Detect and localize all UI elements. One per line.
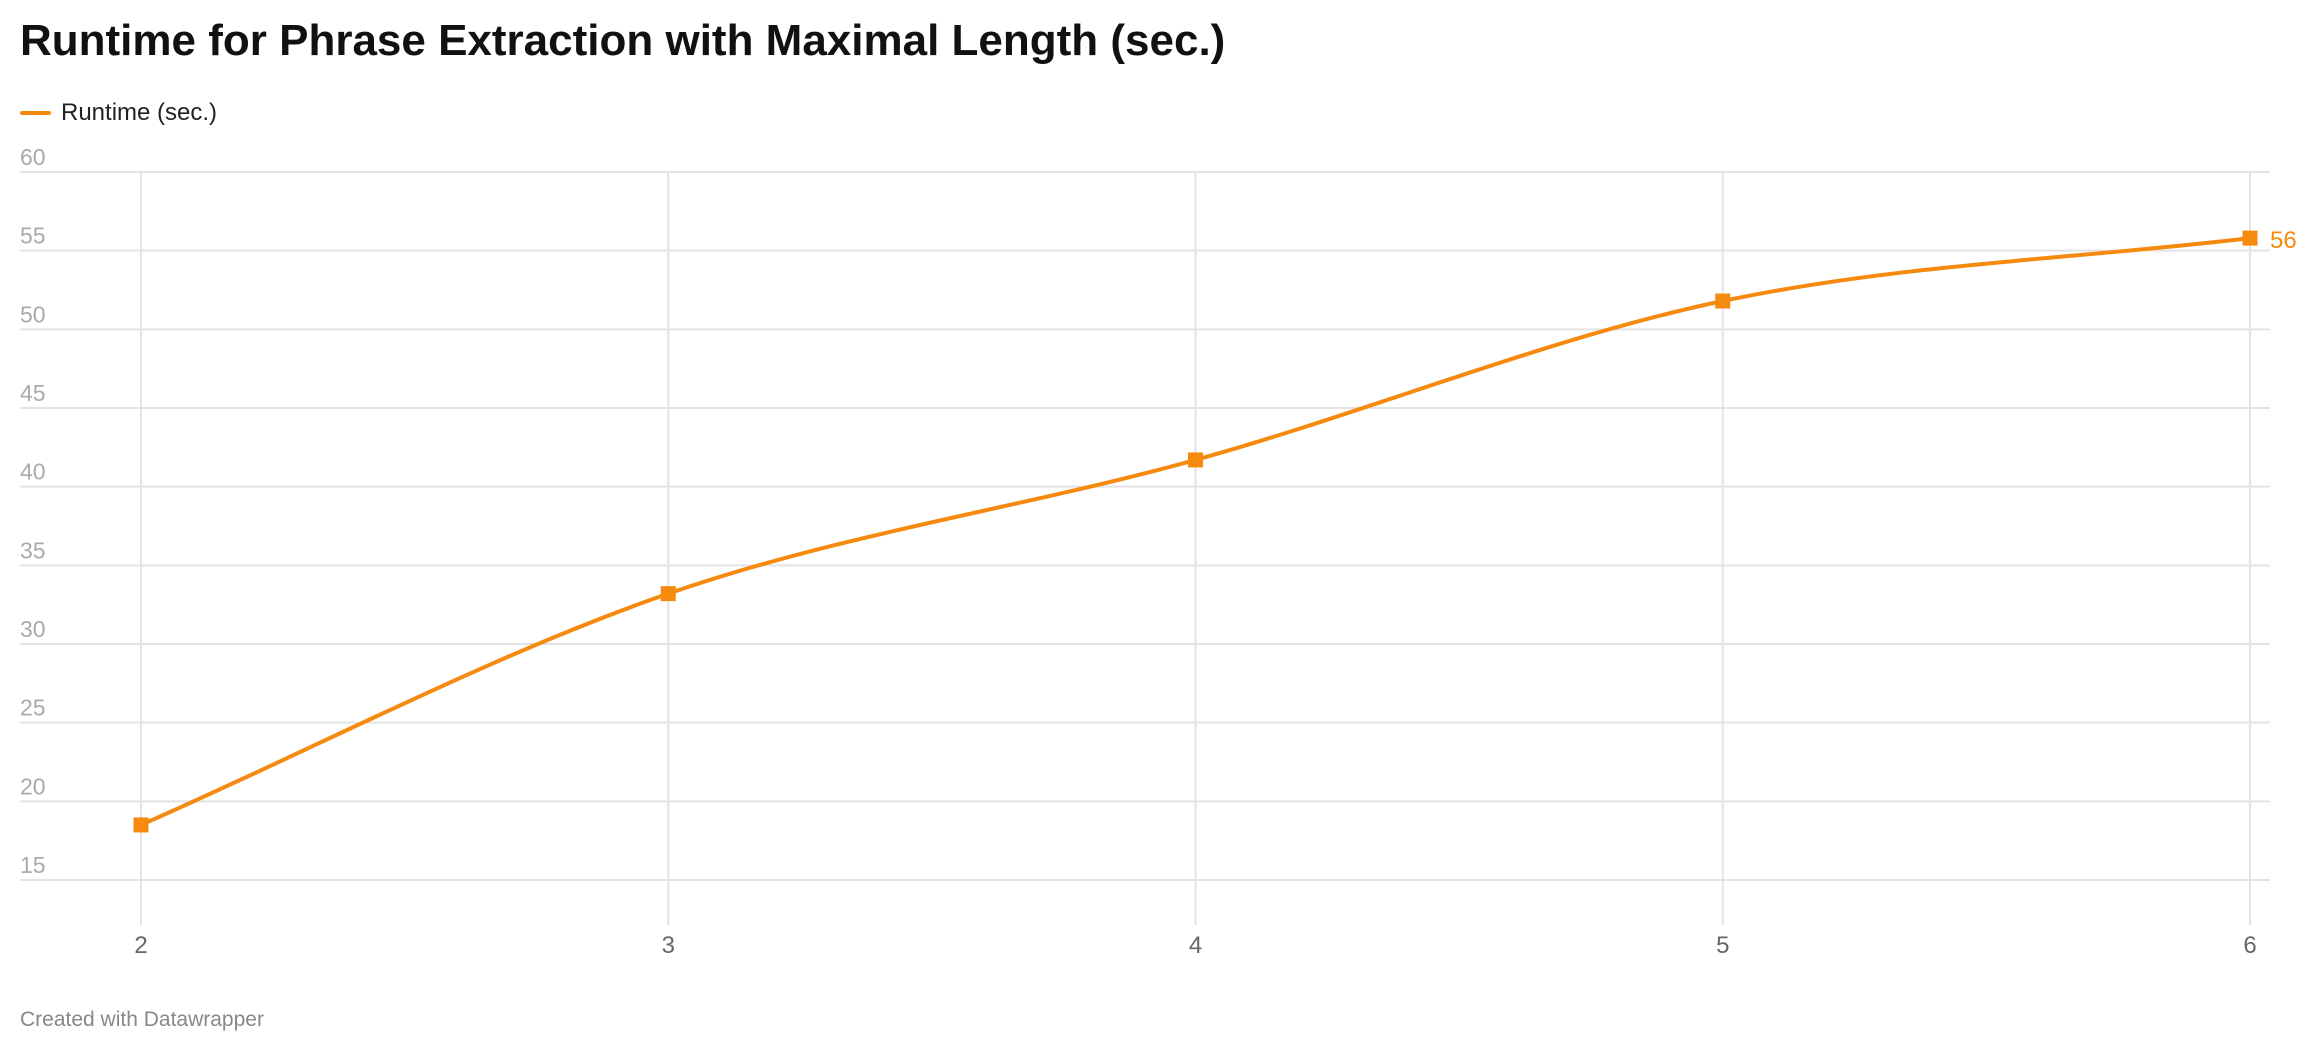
x-tick-label: 6 — [2243, 932, 2256, 959]
end-value-label: 56 — [2270, 227, 2297, 254]
data-point-marker — [1188, 452, 1203, 468]
y-tick-label: 15 — [20, 852, 46, 878]
data-point-marker — [1715, 293, 1731, 309]
y-tick-label: 60 — [20, 144, 46, 170]
legend-swatch — [20, 111, 51, 115]
footer-credit: Created with Datawrapper — [20, 1008, 264, 1031]
y-tick-labels: 15 20 25 30 35 40 45 50 55 60 — [20, 144, 46, 878]
x-tick-label: 2 — [134, 932, 147, 959]
x-tick-label: 3 — [662, 932, 675, 959]
y-tick-label: 55 — [20, 223, 46, 249]
data-point-marker — [660, 586, 676, 602]
data-point-marker — [2242, 230, 2258, 246]
y-tick-label: 40 — [20, 459, 46, 485]
y-tick-label: 50 — [20, 301, 46, 327]
legend-label: Runtime (sec.) — [61, 99, 218, 126]
y-tick-label: 20 — [20, 773, 46, 799]
y-tick-label: 45 — [20, 380, 46, 406]
x-tick-label: 4 — [1189, 932, 1202, 959]
y-tick-label: 30 — [20, 616, 46, 642]
y-gridlines — [20, 171, 2270, 881]
x-gridlines — [140, 172, 2251, 925]
data-point-marker — [133, 817, 149, 833]
x-tick-label: 5 — [1716, 932, 1729, 959]
chart-title: Runtime for Phrase Extraction with Maxim… — [20, 16, 1226, 65]
series-group: 56 — [133, 227, 2297, 833]
legend: Runtime (sec.) — [20, 96, 217, 130]
y-tick-label: 35 — [20, 537, 46, 563]
x-tick-labels: 2 3 4 5 6 — [134, 932, 2256, 959]
y-tick-label: 25 — [20, 695, 46, 721]
